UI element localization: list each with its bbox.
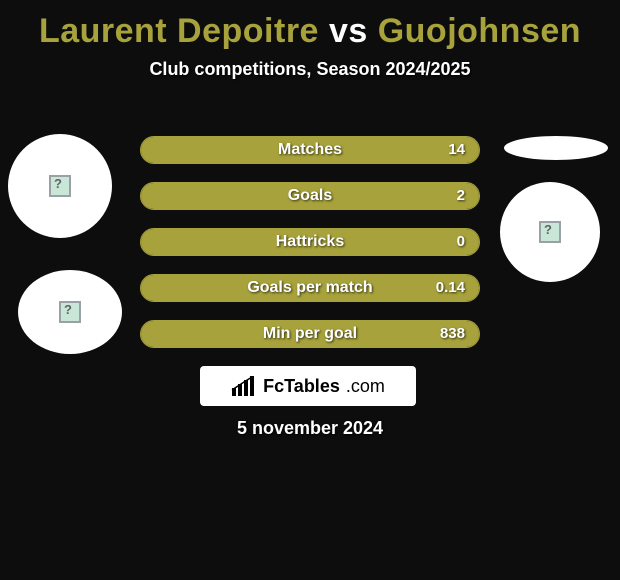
stat-bar: Hattricks 0 <box>140 228 480 256</box>
stat-bar: Goals 2 <box>140 182 480 210</box>
player2-avatar-bottom <box>500 182 600 282</box>
stat-bar: Min per goal 838 <box>140 320 480 348</box>
stat-bar-fill <box>141 321 479 347</box>
branding-name: FcTables <box>263 376 340 397</box>
stat-bar: Matches 14 <box>140 136 480 164</box>
branding-suffix: .com <box>346 376 385 397</box>
image-placeholder-icon <box>539 221 561 243</box>
date-stamp: 5 november 2024 <box>0 418 620 439</box>
player1-name: Laurent Depoitre <box>39 12 319 50</box>
stat-bar-fill <box>141 137 479 163</box>
image-placeholder-icon <box>49 175 71 197</box>
image-placeholder-icon <box>59 301 81 323</box>
player2-avatar-top <box>504 136 608 160</box>
stat-bar-fill <box>141 229 479 255</box>
player1-avatar-top <box>8 134 112 238</box>
stat-bar: Goals per match 0.14 <box>140 274 480 302</box>
stat-bar-fill <box>141 275 479 301</box>
stats-bars: Matches 14 Goals 2 Hattricks 0 Goals per… <box>140 136 480 366</box>
stat-bar-fill <box>141 183 479 209</box>
subtitle: Club competitions, Season 2024/2025 <box>0 59 620 80</box>
player1-avatar-bottom <box>18 270 122 354</box>
branding-badge: FcTables .com <box>200 366 416 406</box>
player2-name: Guojohnsen <box>378 12 581 50</box>
bar-chart-icon <box>231 376 257 396</box>
vs-separator: vs <box>329 12 368 50</box>
comparison-title: Laurent Depoitre vs Guojohnsen <box>0 12 620 51</box>
